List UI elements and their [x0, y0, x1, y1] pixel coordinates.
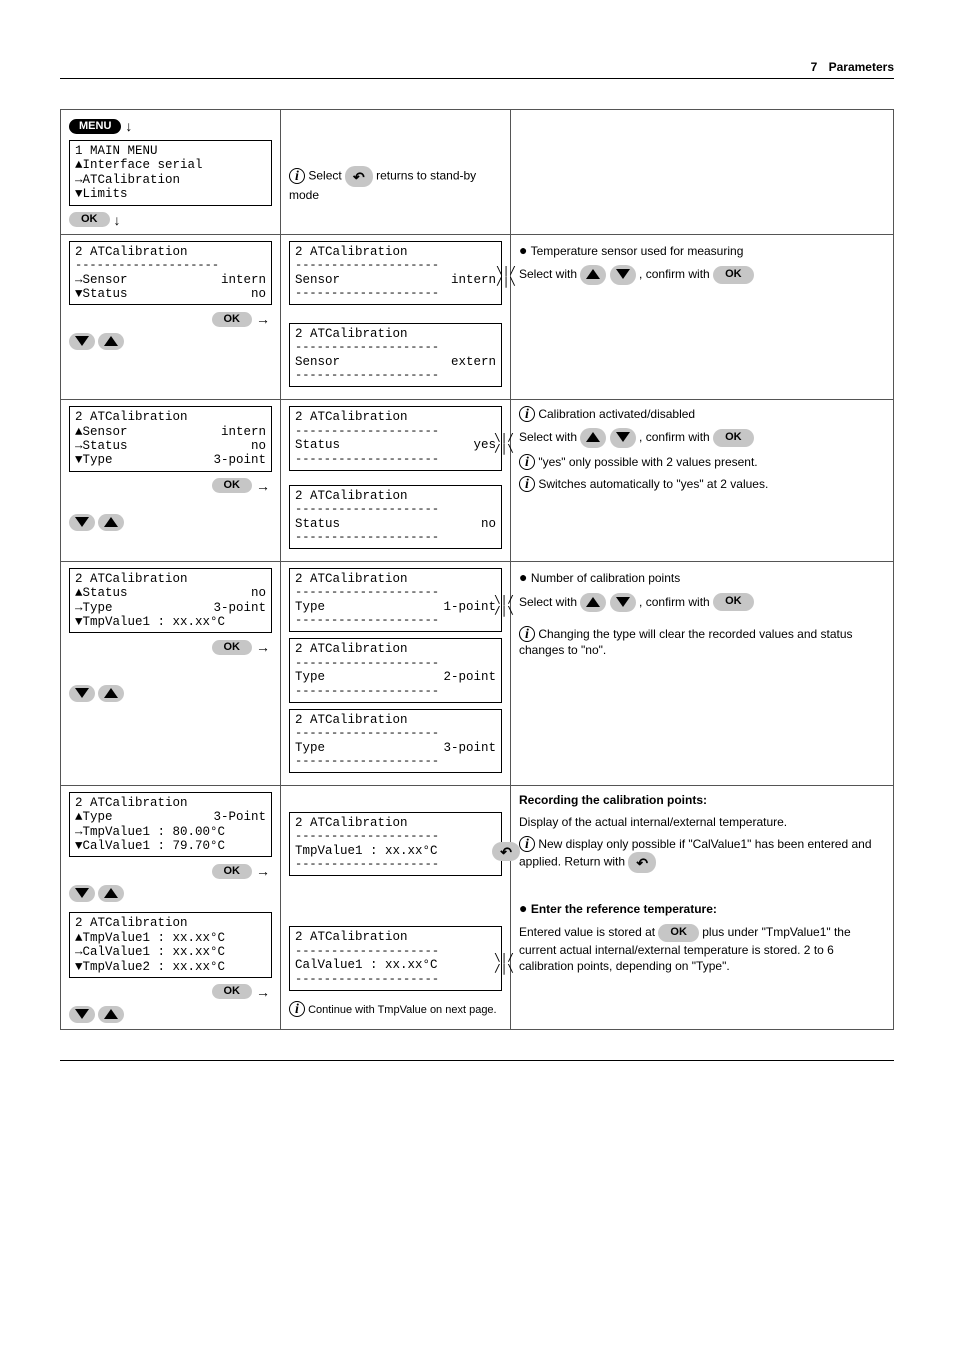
up-button[interactable] — [580, 593, 606, 612]
up-button[interactable] — [98, 333, 124, 350]
display-status-yes: 2 ATCalibration -------------------- Sta… — [289, 406, 502, 470]
arrow-right-icon: → — [256, 311, 270, 327]
down-button[interactable] — [69, 685, 95, 702]
display-type-3point: 2 ATCalibration -------------------- Typ… — [289, 709, 502, 773]
up-button[interactable] — [98, 685, 124, 702]
ok-button[interactable]: OK — [69, 212, 110, 227]
blink-icon: \|//|\ — [494, 432, 514, 454]
info-icon: i — [519, 454, 535, 470]
display-tmpvalue-edit: 2 ATCalibration -------------------- Tmp… — [289, 812, 502, 876]
down-button[interactable] — [69, 885, 95, 902]
display-atcal-type: 2 ATCalibration ▲Statusno →Type3-point ▼… — [69, 568, 272, 634]
bullet-icon: ● — [519, 569, 527, 585]
desc-text: New display only possible if "CalValue1"… — [519, 837, 872, 869]
display-sensor-intern: 2 ATCalibration -------------------- Sen… — [289, 241, 502, 305]
desc-text: Number of calibration points — [531, 571, 680, 585]
arrow-down-icon: ↓ — [114, 212, 121, 228]
ok-button[interactable]: OK — [212, 478, 253, 493]
ok-button[interactable]: OK — [212, 640, 253, 655]
ok-button[interactable]: OK — [658, 924, 699, 942]
display-sensor-extern: 2 ATCalibration -------------------- Sen… — [289, 323, 502, 387]
display-main-menu: 1 MAIN MENU ▲Interface serial →ATCalibra… — [69, 140, 272, 206]
down-button[interactable] — [610, 593, 636, 612]
blink-icon: \|//|\ — [494, 594, 514, 616]
display-type-1point: 2 ATCalibration -------------------- Typ… — [289, 568, 502, 632]
ok-button[interactable]: OK — [713, 266, 754, 284]
arrow-right-icon: → — [256, 984, 270, 1000]
parameter-table: MENU ↓ 1 MAIN MENU ▲Interface serial →ATC… — [60, 109, 894, 1030]
info-icon: i — [519, 406, 535, 422]
down-button[interactable] — [69, 333, 95, 350]
desc-text: "yes" only possible with 2 values presen… — [538, 455, 757, 469]
bullet-icon: ● — [519, 242, 527, 258]
desc-text: Display of the actual internal/external … — [519, 814, 885, 830]
display-title: 1 MAIN MENU — [75, 144, 266, 158]
nav-buttons — [69, 685, 124, 702]
back-icon[interactable]: ↶ — [492, 842, 520, 861]
display-atcal-status: 2 ATCalibration ▲Sensorintern →Statusno … — [69, 406, 272, 472]
desc-title: Recording the calibration points: — [519, 793, 707, 807]
display-calvalue1: 2 ATCalibration ▲TmpValue1 : xx.xx°C →Ca… — [69, 912, 272, 978]
info-icon: i — [519, 476, 535, 492]
display-type-2point: 2 ATCalibration -------------------- Typ… — [289, 638, 502, 702]
menu-badge[interactable]: MENU — [69, 119, 121, 134]
desc-title: Enter the reference temperature: — [531, 902, 717, 916]
up-button[interactable] — [98, 514, 124, 531]
up-button[interactable] — [580, 265, 606, 284]
desc-text: Switches automatically to "yes" at 2 val… — [538, 477, 768, 491]
display-calvalue-edit: 2 ATCalibration -------------------- Cal… — [289, 926, 502, 990]
desc-text: Continue with TmpValue on next page. — [308, 1004, 497, 1016]
section-title: Parameters — [829, 60, 894, 74]
down-button[interactable] — [69, 1006, 95, 1023]
arrow-right-icon: → — [256, 863, 270, 879]
ok-button[interactable]: OK — [212, 984, 253, 999]
display-tmpvalue1: 2 ATCalibration ▲Type3-Point →TmpValue1 … — [69, 792, 272, 858]
nav-buttons — [69, 333, 124, 350]
blink-icon: \|//|\ — [496, 265, 516, 287]
nav-buttons — [69, 885, 124, 902]
desc-text: Calibration activated/disabled — [538, 407, 695, 421]
arrow-right-icon: → — [256, 478, 270, 494]
down-button[interactable] — [69, 514, 95, 531]
ok-button[interactable]: OK — [713, 593, 754, 611]
arrow-right-icon: → — [256, 639, 270, 655]
info-icon: i — [519, 836, 535, 852]
up-button[interactable] — [98, 1006, 124, 1023]
desc-text: Select — [308, 169, 341, 183]
bullet-icon: ● — [519, 900, 527, 916]
up-button[interactable] — [580, 428, 606, 447]
blink-icon: \|//|\ — [494, 952, 514, 974]
section-number: 7 — [811, 60, 818, 74]
nav-buttons — [69, 1006, 124, 1023]
arrow-down-icon: ↓ — [125, 118, 132, 134]
up-button[interactable] — [98, 885, 124, 902]
back-icon[interactable]: ↶ — [345, 166, 373, 187]
back-icon[interactable]: ↶ — [628, 852, 656, 873]
desc-text: Changing the type will clear the recorde… — [519, 627, 853, 657]
ok-button[interactable]: OK — [713, 429, 754, 447]
info-icon: i — [289, 168, 305, 184]
info-icon: i — [289, 1001, 305, 1017]
down-button[interactable] — [610, 428, 636, 447]
ok-button[interactable]: OK — [212, 312, 253, 327]
page-header: 7 Parameters — [60, 60, 894, 79]
display-status-no: 2 ATCalibration -------------------- Sta… — [289, 485, 502, 549]
down-button[interactable] — [610, 265, 636, 284]
ok-button[interactable]: OK — [212, 864, 253, 879]
desc-text: Temperature sensor used for measuring — [531, 244, 744, 258]
info-icon: i — [519, 626, 535, 642]
display-atcal-sensor: 2 ATCalibration -------------------- →Se… — [69, 241, 272, 306]
nav-buttons — [69, 514, 124, 531]
page-footer — [60, 1060, 894, 1061]
